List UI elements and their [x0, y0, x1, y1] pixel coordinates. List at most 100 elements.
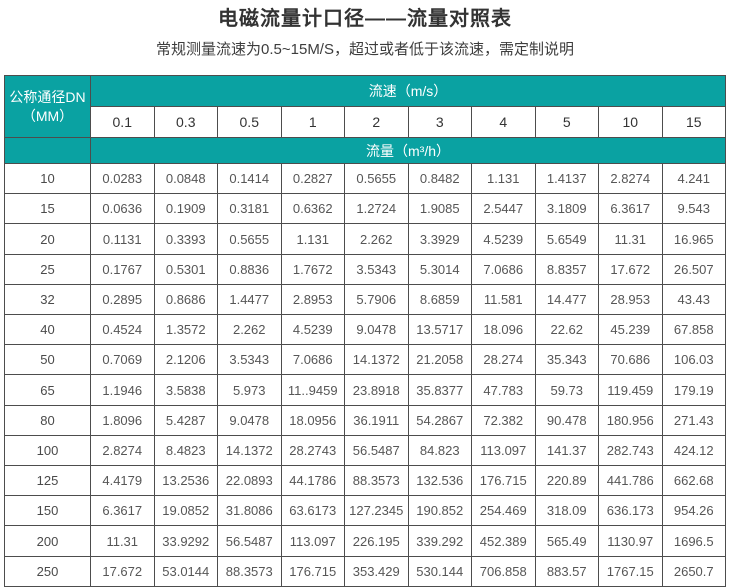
- dn-cell: 80: [4, 404, 91, 436]
- table-row: 80 1.8096 5.4287 9.0478 18.0956 36.1911 54.286…: [4, 404, 726, 436]
- flow-cell: 706.858: [471, 555, 536, 588]
- flow-cell: 0.7069: [90, 344, 155, 376]
- flow-cell: 0.1414: [217, 162, 282, 195]
- flow-cell: 88.3573: [344, 465, 409, 497]
- flow-cell: 3.5343: [217, 344, 282, 376]
- flow-cell: 90.478: [534, 404, 599, 436]
- flow-cell: 1.4137: [534, 162, 599, 195]
- velocity-value: 15: [661, 106, 726, 138]
- flow-cell: 36.1911: [344, 404, 409, 436]
- flow-cell: 318.09: [534, 495, 599, 527]
- flow-cell: 0.2895: [90, 283, 155, 316]
- flow-cell: 2650.7: [661, 555, 726, 588]
- flow-cell: 0.6362: [280, 193, 345, 225]
- flow-cell: 0.1909: [153, 193, 218, 225]
- flow-cell: 1.2724: [344, 193, 409, 225]
- flow-cell: 176.715: [280, 555, 345, 588]
- flow-cell: 1696.5: [661, 525, 726, 557]
- flow-cell: 54.2867: [407, 404, 472, 436]
- velocity-values-row: 0.1 0.3 0.5 1 2 3 4 5 10 15: [5, 106, 726, 138]
- flow-cell: 4.4179: [90, 465, 155, 497]
- flow-cell: 3.5838: [153, 374, 218, 406]
- table-row: 20 0.1131 0.3393 0.5655 1.131 2.262 3.3929 4.52…: [4, 223, 726, 255]
- velocity-value: 1: [280, 106, 345, 138]
- flow-cell: 565.49: [534, 525, 599, 557]
- flow-cell: 18.0956: [280, 404, 345, 436]
- flow-cell: 226.195: [344, 525, 409, 557]
- flow-cell: 3.1809: [534, 193, 599, 225]
- flow-cell: 8.8357: [534, 253, 599, 285]
- velocity-value: 5: [534, 106, 599, 138]
- flow-cell: 254.469: [471, 495, 536, 527]
- flow-cell: 4.5239: [280, 314, 345, 346]
- flow-cell: 0.0636: [90, 193, 155, 225]
- flow-cell: 35.343: [534, 344, 599, 376]
- flow-cell: 2.1206: [153, 344, 218, 376]
- flow-cell: 1767.15: [598, 555, 663, 588]
- flow-cell: 63.6173: [280, 495, 345, 527]
- flow-cell: 339.292: [407, 525, 472, 557]
- flow-cell: 1.8096: [90, 404, 155, 436]
- flow-cell: 18.096: [471, 314, 536, 346]
- flow-cell: 11.31: [598, 223, 663, 255]
- flow-cell: 17.672: [598, 253, 663, 285]
- velocity-value: 4: [471, 106, 536, 138]
- flow-cell: 2.8953: [280, 283, 345, 316]
- page-title: 电磁流量计口径——流量对照表: [218, 8, 512, 30]
- flow-cell: 6.3617: [90, 495, 155, 527]
- flow-cell: 59.73: [534, 374, 599, 406]
- velocity-value: 2: [344, 106, 409, 138]
- velocity-value: 0.1: [90, 106, 155, 138]
- dn-cell: 32: [4, 283, 91, 316]
- dn-cell: 150: [4, 495, 91, 527]
- flow-cell: 9.0478: [344, 314, 409, 346]
- flow-cell: 9.543: [661, 193, 726, 225]
- flow-table-body: 10 0.0283 0.0848 0.1414 0.2827 0.5655 0.8482 1.…: [4, 162, 726, 588]
- velocity-value: 0.5: [217, 106, 282, 138]
- flow-cell: 179.19: [661, 374, 726, 406]
- flow-cell: 0.3393: [153, 223, 218, 255]
- page-subtitle: 常规测量流速为0.5~15M/S，超过或者低于该流速，需定制说明: [156, 41, 574, 58]
- table-row: 25 0.1767 0.5301 0.8836 1.7672 3.5343 5.3014 7.…: [4, 253, 726, 285]
- flow-cell: 5.973: [217, 374, 282, 406]
- flow-cell: 13.5717: [407, 314, 472, 346]
- flow-cell: 28.953: [598, 283, 663, 316]
- dn-cell: 20: [4, 223, 91, 255]
- flow-cell: 1.4477: [217, 283, 282, 316]
- velocity-value: 10: [598, 106, 663, 138]
- flow-cell: 8.6859: [407, 283, 472, 316]
- flow-cell: 530.144: [407, 555, 472, 588]
- flow-cell: 0.5301: [153, 253, 218, 285]
- flow-cell: 47.783: [471, 374, 536, 406]
- flow-cell: 1130.97: [598, 525, 663, 557]
- dn-header-line1: 公称通径DN: [9, 88, 86, 105]
- flow-cell: 8.4823: [153, 434, 218, 467]
- flow-cell: 119.459: [598, 374, 663, 406]
- flow-cell: 636.173: [598, 495, 663, 527]
- velocity-header-cell: 流速（m/s）: [90, 75, 726, 107]
- dn-header-line2: （MM）: [21, 107, 74, 124]
- flow-cell: 9.0478: [217, 404, 282, 436]
- flow-cell: 0.1767: [90, 253, 155, 285]
- flow-cell: 127.2345: [344, 495, 409, 527]
- flow-cell: 0.2827: [280, 162, 345, 195]
- flow-cell: 954.26: [661, 495, 726, 527]
- flow-cell: 56.5487: [344, 434, 409, 467]
- flow-cell: 5.3014: [407, 253, 472, 285]
- flow-cell: 2.262: [217, 314, 282, 346]
- flow-cell: 7.0686: [471, 253, 536, 285]
- flow-cell: 11.581: [471, 283, 536, 316]
- dn-cell: 200: [4, 525, 91, 557]
- flow-cell: 3.3929: [407, 223, 472, 255]
- dn-cell: 15: [4, 193, 91, 225]
- dn-header-cell: 公称通径DN （MM）: [4, 75, 91, 138]
- flow-cell: 0.4524: [90, 314, 155, 346]
- flow-cell: 22.0893: [217, 465, 282, 497]
- flow-cell: 1.131: [280, 223, 345, 255]
- flow-cell: 441.786: [598, 465, 663, 497]
- dn-cell: 40: [4, 314, 91, 346]
- flow-cell: 43.43: [661, 283, 726, 316]
- table-row: 200 11.31 33.9292 56.5487 113.097 226.195 339.…: [4, 525, 726, 557]
- flow-cell: 5.7906: [344, 283, 409, 316]
- table-row: 100 2.8274 8.4823 14.1372 28.2743 56.5487 84.8…: [4, 434, 726, 467]
